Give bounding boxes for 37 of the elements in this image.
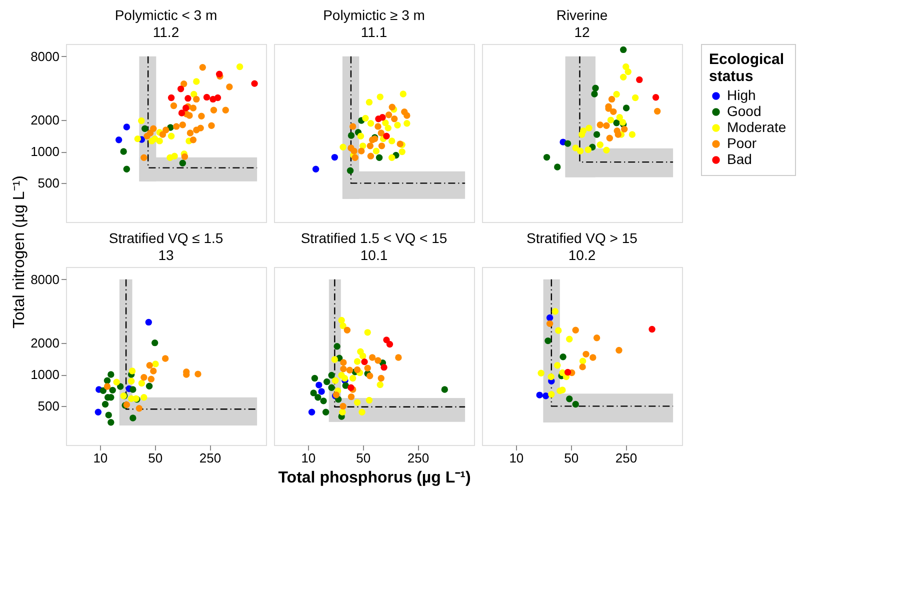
x-tick-label: 50 [564,450,579,466]
legend-label: High [727,87,756,103]
y-axis-title: Total nitrogen (µg L⁻¹) [11,176,28,328]
x-tick-label: 10 [93,450,108,466]
x-tick-label: 250 [199,450,222,466]
chart-title: Stratified VQ ≤ 1.5 [108,230,224,246]
legend-title: Ecological status [709,51,784,85]
chart-title: Polymictic < 3 m [114,7,218,23]
chart-subtitle: 13 [158,247,174,263]
x-tick-label: 50 [148,450,163,466]
x-tick-label: 250 [407,450,430,466]
y-tick-label: 500 [38,176,60,191]
x-axis-title: Total phosphorus (µg L⁻¹) [278,470,471,486]
y-tick-label: 2000 [30,112,60,128]
chart-title: Stratified VQ > 15 [526,230,638,246]
y-tick-label: 2000 [30,335,60,350]
x-tick-label: 10 [509,450,524,466]
y-tick-label: 500 [38,398,60,414]
y-tick-label: 1000 [30,144,60,160]
chart-title: Stratified 1.5 < VQ < 15 [300,230,448,246]
y-tick-label: 8000 [30,48,60,64]
chart-title: Riverine [556,7,608,23]
x-tick-label: 250 [615,450,638,466]
legend-label: Bad [727,151,752,167]
chart-subtitle: 10.2 [568,247,596,263]
chart-subtitle: 11.2 [152,24,180,40]
legend-label: Moderate [727,119,786,135]
chart-subtitle: 12 [574,24,590,40]
chart-subtitle: 11.1 [360,24,388,40]
chart-subtitle: 10.1 [360,247,388,263]
chart-title: Polymictic ≥ 3 m [323,7,425,23]
legend-label: Good [727,103,762,119]
legend-label: Poor [727,135,757,151]
x-tick-label: 50 [356,450,371,466]
y-tick-label: 8000 [30,272,60,287]
x-tick-label: 10 [301,450,316,466]
y-tick-label: 1000 [30,367,60,382]
